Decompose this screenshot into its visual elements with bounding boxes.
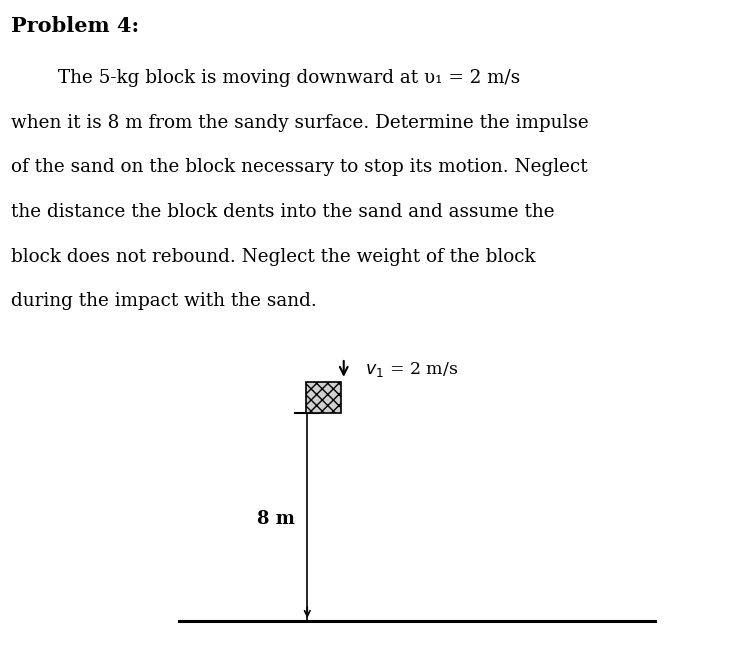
Text: when it is 8 m from the sandy surface. Determine the impulse: when it is 8 m from the sandy surface. D… [11,114,589,131]
Text: block does not rebound. Neglect the weight of the block: block does not rebound. Neglect the weig… [11,248,536,265]
Text: of the sand on the block necessary to stop its motion. Neglect: of the sand on the block necessary to st… [11,158,588,176]
Text: during the impact with the sand.: during the impact with the sand. [11,292,317,310]
Bar [306,382,341,413]
Text: The 5-kg block is moving downward at υ₁ = 2 m/s: The 5-kg block is moving downward at υ₁ … [11,69,520,87]
Text: the distance the block dents into the sand and assume the: the distance the block dents into the sa… [11,203,555,221]
Text: $v_1$ = 2 m/s: $v_1$ = 2 m/s [365,360,458,378]
Text: 8 m: 8 m [257,510,295,528]
Text: Problem 4:: Problem 4: [11,16,139,36]
